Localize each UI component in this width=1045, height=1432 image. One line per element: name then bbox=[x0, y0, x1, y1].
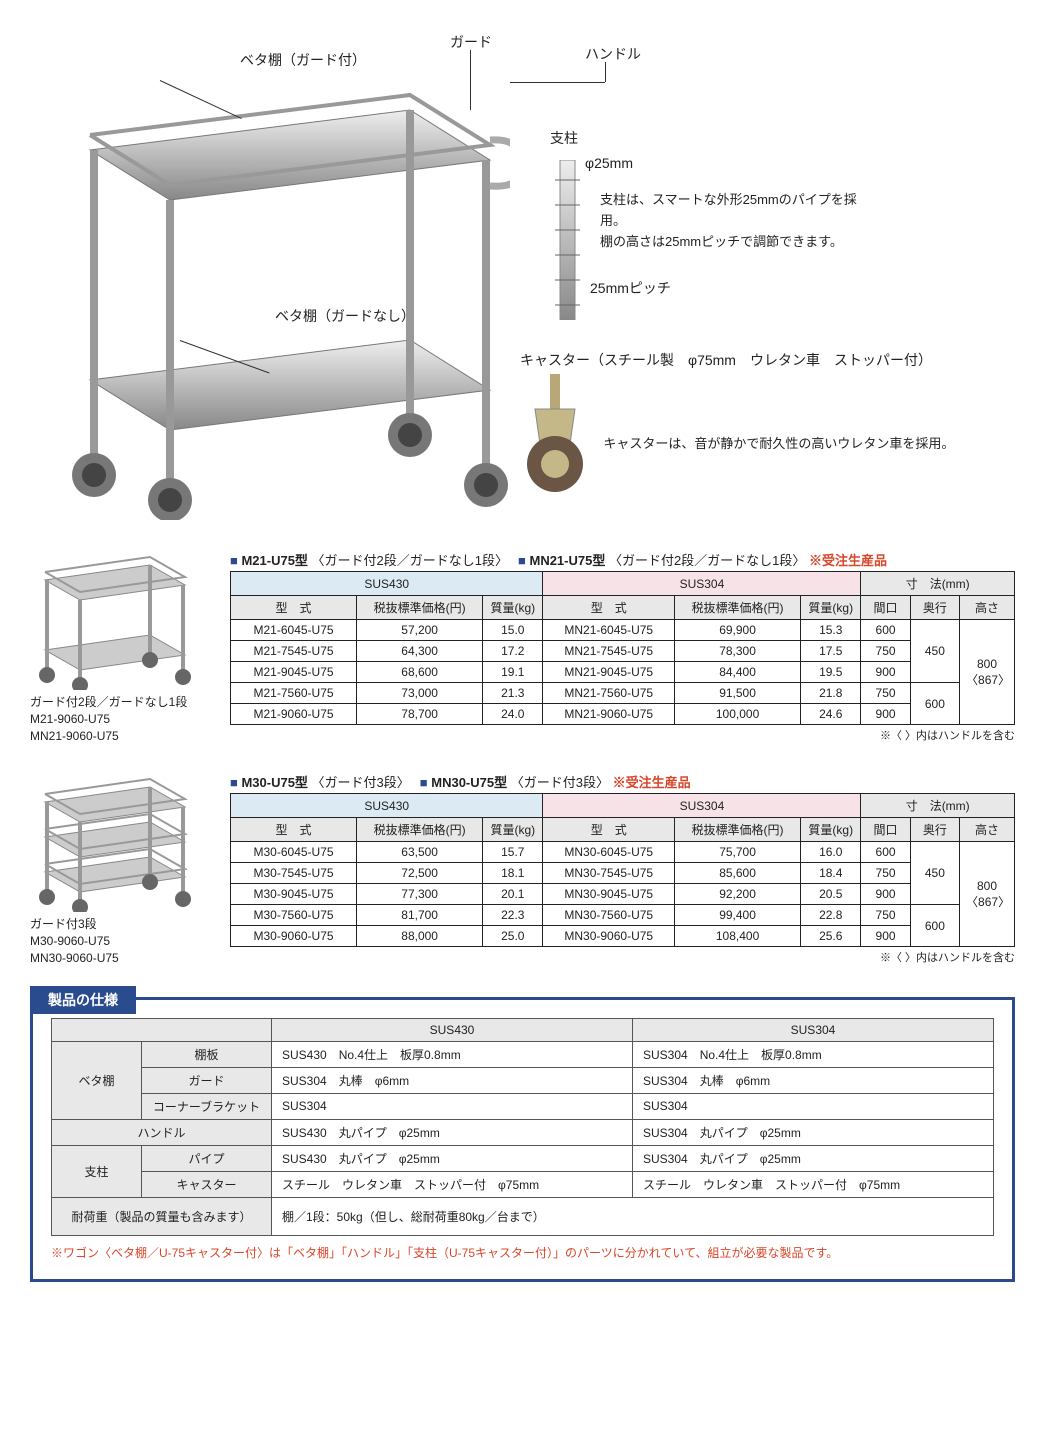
table-row: M30-6045-U7563,50015.7 MN30-6045-U7575,7… bbox=[231, 842, 1015, 863]
caster-title: キャスター（スチール製 φ75mm ウレタン車 ストッパー付） bbox=[520, 350, 1045, 370]
product-section: ガード付2段／ガードなし1段 M21-9060-U75 MN21-9060-U7… bbox=[30, 550, 1015, 744]
table-row: ベタ棚棚板SUS430 No.4仕上 板厚0.8mmSUS304 No.4仕上 … bbox=[52, 1041, 994, 1067]
label-guard: ガード bbox=[450, 32, 492, 52]
table-title: ■ M30-U75型 〈ガード付3段〉 bbox=[230, 772, 410, 791]
spec-col-b: SUS304 bbox=[633, 1018, 994, 1041]
table-row: M30-9060-U7588,00025.0 MN30-9060-U75108,… bbox=[231, 926, 1015, 947]
table-row: M21-6045-U7557,20015.0 MN21-6045-U7569,9… bbox=[231, 620, 1015, 641]
caster-detail: キャスター（スチール製 φ75mm ウレタン車 ストッパー付） キャスターは、音… bbox=[520, 350, 1045, 494]
table-row: M21-7560-U7573,00021.3 MN21-7560-U7591,5… bbox=[231, 683, 1015, 704]
table-row: ガードSUS304 丸棒 φ6mmSUS304 丸棒 φ6mm bbox=[52, 1067, 994, 1093]
thumb-caption: ガード付2段／ガードなし1段 bbox=[30, 694, 230, 711]
spec-tab: 製品の仕様 bbox=[30, 986, 136, 1014]
label-pitch: 25mmピッチ bbox=[590, 278, 671, 298]
table-row: M30-9045-U7577,30020.1 MN30-9045-U7592,2… bbox=[231, 884, 1015, 905]
label-post: 支柱 bbox=[550, 128, 578, 148]
table-row: キャスタースチール ウレタン車 ストッパー付 φ75mmスチール ウレタン車 ス… bbox=[52, 1171, 994, 1197]
spec-panel: 製品の仕様 SUS430 SUS304 ベタ棚棚板SUS430 No.4仕上 板… bbox=[30, 997, 1015, 1282]
table-title-row: ■ M21-U75型 〈ガード付2段／ガードなし1段〉 ■ MN21-U75型 … bbox=[230, 550, 1015, 569]
price-table: SUS430 SUS304 寸 法(mm) 型 式税抜標準価格(円)質量(kg)… bbox=[230, 571, 1015, 725]
product-diagram: ガード ハンドル ベタ棚（ガード付） 支柱 φ25mm ベタ棚（ガードなし） 支… bbox=[30, 20, 1015, 540]
thumb-caption: MN21-9060-U75 bbox=[30, 728, 230, 745]
label-diameter: φ25mm bbox=[585, 155, 633, 171]
table-title: ■ MN30-U75型 〈ガード付3段〉 ※受注生産品 bbox=[420, 772, 691, 791]
thumb-caption: M21-9060-U75 bbox=[30, 711, 230, 728]
table-footnote: ※〈 〉内はハンドルを含む bbox=[230, 727, 1015, 743]
caster-icon bbox=[520, 374, 590, 494]
table-row: 支柱パイプSUS430 丸パイプ φ25mmSUS304 丸パイプ φ25mm bbox=[52, 1145, 994, 1171]
mat-header: SUS430 bbox=[231, 572, 543, 596]
dim-header: 寸 法(mm) bbox=[861, 794, 1015, 818]
label-shelf-guard: ベタ棚（ガード付） bbox=[240, 50, 366, 70]
table-title: ■ MN21-U75型 〈ガード付2段／ガードなし1段〉 ※受注生産品 bbox=[518, 550, 887, 569]
table-row: 耐荷重（製品の質量も含みます）棚／1段：50kg（但し、総耐荷重80kg／台まで… bbox=[52, 1197, 994, 1235]
dim-header: 寸 法(mm) bbox=[861, 572, 1015, 596]
table-title-row: ■ M30-U75型 〈ガード付3段〉 ■ MN30-U75型 〈ガード付3段〉… bbox=[230, 772, 1015, 791]
spec-col-a: SUS430 bbox=[272, 1018, 633, 1041]
table-row: M21-9045-U7568,60019.1 MN21-9045-U7584,4… bbox=[231, 662, 1015, 683]
mat-header: SUS430 bbox=[231, 794, 543, 818]
post-description: 支柱は、スマートな外形25mmのパイプを採用。 棚の高さは25mmピッチで調節で… bbox=[600, 190, 880, 252]
thumb-caption: MN30-9060-U75 bbox=[30, 950, 230, 967]
mat-header: SUS304 bbox=[543, 572, 861, 596]
mat-header: SUS304 bbox=[543, 794, 861, 818]
table-row: コーナーブラケットSUS304SUS304 bbox=[52, 1093, 994, 1119]
label-shelf-noguard: ベタ棚（ガードなし） bbox=[275, 306, 415, 326]
table-footnote: ※〈 〉内はハンドルを含む bbox=[230, 949, 1015, 965]
thumb-column: ガード付3段 M30-9060-U75 MN30-9060-U75 bbox=[30, 772, 230, 966]
table-row: ハンドルSUS430 丸パイプ φ25mmSUS304 丸パイプ φ25mm bbox=[52, 1119, 994, 1145]
cart-illustration bbox=[50, 80, 510, 520]
post-pipe-icon bbox=[555, 160, 580, 320]
label-handle: ハンドル bbox=[585, 44, 641, 64]
spec-table: SUS430 SUS304 ベタ棚棚板SUS430 No.4仕上 板厚0.8mm… bbox=[51, 1018, 994, 1236]
thumb-caption: M30-9060-U75 bbox=[30, 933, 230, 950]
price-table: SUS430 SUS304 寸 法(mm) 型 式税抜標準価格(円)質量(kg)… bbox=[230, 793, 1015, 947]
product-section: ガード付3段 M30-9060-U75 MN30-9060-U75■ M30-U… bbox=[30, 772, 1015, 966]
table-row: M30-7545-U7572,50018.1 MN30-7545-U7585,6… bbox=[231, 863, 1015, 884]
spec-footnote: ※ワゴン〈ベタ棚／U-75キャスター付〉は「ベタ棚」「ハンドル」「支柱（U-75… bbox=[51, 1244, 994, 1261]
table-column: ■ M21-U75型 〈ガード付2段／ガードなし1段〉 ■ MN21-U75型 … bbox=[230, 550, 1015, 744]
table-column: ■ M30-U75型 〈ガード付3段〉 ■ MN30-U75型 〈ガード付3段〉… bbox=[230, 772, 1015, 966]
cart-thumb-icon bbox=[30, 550, 200, 690]
table-row: M21-9060-U7578,70024.0 MN21-9060-U75100,… bbox=[231, 704, 1015, 725]
cart-thumb-icon bbox=[30, 772, 200, 912]
table-row: M21-7545-U7564,30017.2 MN21-7545-U7578,3… bbox=[231, 641, 1015, 662]
thumb-caption: ガード付3段 bbox=[30, 916, 230, 933]
table-title: ■ M21-U75型 〈ガード付2段／ガードなし1段〉 bbox=[230, 550, 508, 569]
thumb-column: ガード付2段／ガードなし1段 M21-9060-U75 MN21-9060-U7… bbox=[30, 550, 230, 744]
caster-description: キャスターは、音が静かで耐久性の高いウレタン車を採用。 bbox=[603, 434, 954, 455]
table-row: M30-7560-U7581,70022.3 MN30-7560-U7599,4… bbox=[231, 905, 1015, 926]
